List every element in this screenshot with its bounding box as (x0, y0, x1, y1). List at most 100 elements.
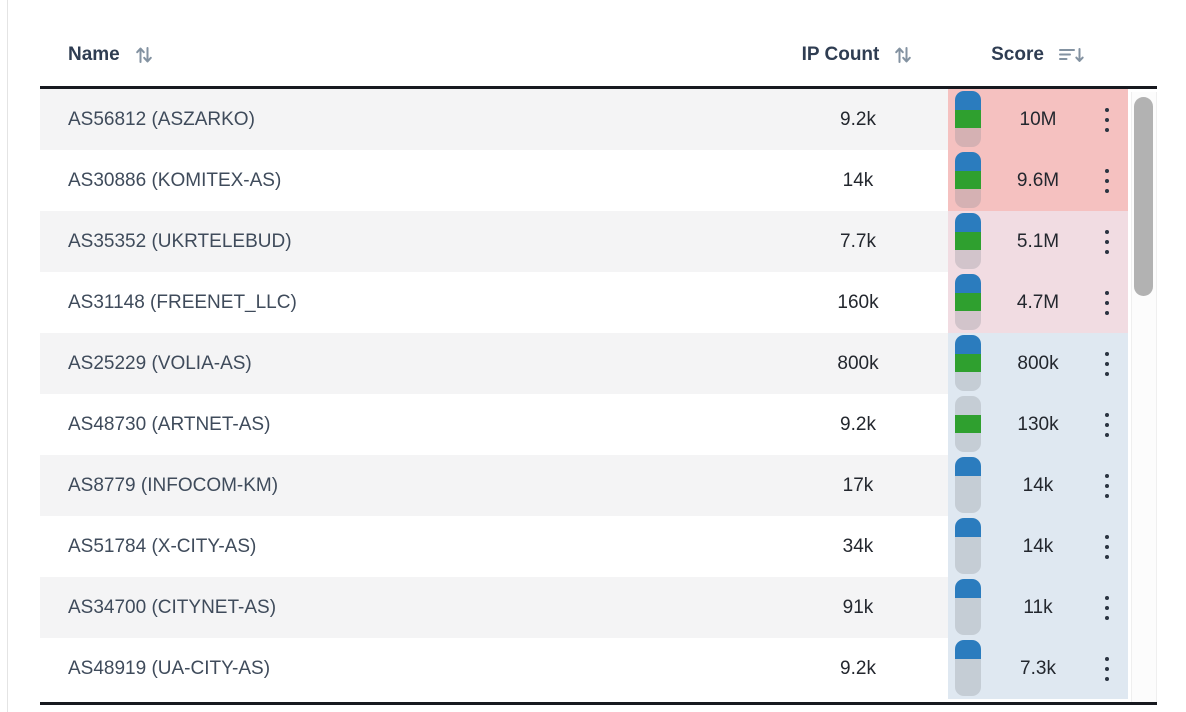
score-cell: 7.3k (948, 638, 1128, 699)
score-value: 14k (1022, 535, 1054, 557)
row-menu-button[interactable] (1096, 286, 1118, 320)
severity-indicator (955, 335, 981, 391)
panel-left-border (7, 0, 8, 712)
kebab-dot (1105, 483, 1109, 488)
indicator-segment-top (955, 518, 981, 537)
indicator-segment-bottom (955, 372, 981, 391)
row-menu-button[interactable] (1096, 408, 1118, 442)
indicator-segment-bottom (955, 433, 981, 452)
ip-count-value: 14k (842, 169, 874, 191)
ip-count-value: 17k (842, 474, 874, 496)
kebab-dot (1105, 554, 1109, 559)
as-name: AS25229 (VOLIA-AS) (68, 352, 252, 374)
table-row[interactable]: AS51784 (X-CITY-AS) 34k 14k (40, 516, 1128, 577)
kebab-dot (1105, 544, 1109, 549)
severity-indicator (955, 579, 981, 635)
table-row[interactable]: AS34700 (CITYNET-AS) 91k 11k (40, 577, 1128, 638)
as-name: AS34700 (CITYNET-AS) (68, 596, 277, 618)
kebab-dot (1105, 229, 1109, 234)
ip-count-value: 7.7k (840, 230, 876, 252)
severity-indicator (955, 91, 981, 147)
scrollbar-thumb[interactable] (1134, 97, 1153, 296)
as-table: Name IP Count Sco (40, 0, 1157, 712)
column-label-score: Score (991, 44, 1044, 65)
indicator-segment-middle (955, 353, 981, 373)
severity-indicator (955, 457, 981, 513)
row-menu-button[interactable] (1096, 652, 1118, 686)
table-row[interactable]: AS30886 (KOMITEX-AS) 14k 9.6M (40, 150, 1128, 211)
ip-count-value: 9.2k (840, 413, 876, 435)
row-menu-button[interactable] (1096, 530, 1118, 564)
vertical-scrollbar[interactable] (1131, 92, 1157, 702)
score-value: 800k (1017, 352, 1059, 374)
ip-count-value: 800k (837, 352, 879, 374)
severity-indicator (955, 640, 981, 696)
indicator-segment-middle (955, 414, 981, 434)
table-row[interactable]: AS31148 (FREENET_LLC) 160k 4.7M (40, 272, 1128, 333)
as-name: AS48919 (UA-CITY-AS) (68, 657, 271, 679)
indicator-segment-top (955, 579, 981, 598)
column-label-name: Name (68, 44, 120, 65)
as-name: AS56812 (ASZARKO) (68, 108, 255, 130)
score-cell: 10M (948, 89, 1128, 150)
ip-count-value: 9.2k (840, 657, 876, 679)
kebab-dot (1105, 432, 1109, 437)
kebab-dot (1105, 493, 1109, 498)
table-header: Name IP Count Sco (40, 0, 1157, 89)
ip-count-value: 91k (842, 596, 874, 618)
score-cell: 11k (948, 577, 1128, 638)
indicator-segment-bottom (955, 189, 981, 208)
indicator-segment-middle (955, 475, 981, 495)
column-header-name[interactable]: Name (40, 43, 788, 67)
indicator-segment-top (955, 396, 981, 415)
severity-indicator (955, 518, 981, 574)
kebab-dot (1105, 605, 1109, 610)
indicator-segment-top (955, 213, 981, 232)
kebab-dot (1105, 534, 1109, 539)
score-cell: 14k (948, 516, 1128, 577)
row-menu-button[interactable] (1096, 225, 1118, 259)
indicator-segment-top (955, 640, 981, 659)
indicator-segment-bottom (955, 494, 981, 513)
as-name: AS31148 (FREENET_LLC) (68, 291, 297, 313)
row-menu-button[interactable] (1096, 347, 1118, 381)
kebab-dot (1105, 676, 1109, 681)
cell-spacer (928, 333, 948, 394)
kebab-dot (1105, 656, 1109, 661)
cell-spacer (928, 394, 948, 455)
indicator-segment-middle (955, 292, 981, 312)
kebab-dot (1105, 127, 1109, 132)
indicator-segment-bottom (955, 311, 981, 330)
score-cell: 9.6M (948, 150, 1128, 211)
table-row[interactable]: AS48730 (ARTNET-AS) 9.2k 130k (40, 394, 1128, 455)
indicator-segment-top (955, 335, 981, 354)
as-name: AS35352 (UKRTELEBUD) (68, 230, 292, 252)
ip-count-value: 9.2k (840, 108, 876, 130)
cell-spacer (928, 638, 948, 699)
up-down-arrows-icon[interactable] (892, 43, 914, 67)
up-down-arrows-icon[interactable] (133, 43, 155, 67)
table-row[interactable]: AS48919 (UA-CITY-AS) 9.2k 7.3k (40, 638, 1128, 699)
table-row[interactable]: AS56812 (ASZARKO) 9.2k 10M (40, 89, 1128, 150)
table-row[interactable]: AS8779 (INFOCOM-KM) 17k 14k (40, 455, 1128, 516)
table-row[interactable]: AS25229 (VOLIA-AS) 800k 800k (40, 333, 1128, 394)
indicator-segment-middle (955, 109, 981, 129)
row-menu-button[interactable] (1096, 103, 1118, 137)
kebab-dot (1105, 371, 1109, 376)
score-value: 4.7M (1016, 291, 1060, 313)
score-value: 14k (1022, 474, 1054, 496)
column-header-score[interactable]: Score (948, 43, 1128, 67)
sort-descending-icon[interactable] (1057, 43, 1085, 67)
indicator-segment-bottom (955, 128, 981, 147)
row-menu-button[interactable] (1096, 469, 1118, 503)
row-menu-button[interactable] (1096, 591, 1118, 625)
column-header-ip-count[interactable]: IP Count (788, 43, 928, 67)
kebab-dot (1105, 249, 1109, 254)
ip-count-value: 34k (842, 535, 874, 557)
row-menu-button[interactable] (1096, 164, 1118, 198)
indicator-segment-top (955, 152, 981, 171)
score-value: 5.1M (1016, 230, 1060, 252)
as-name: AS8779 (INFOCOM-KM) (68, 474, 279, 496)
table-row[interactable]: AS35352 (UKRTELEBUD) 7.7k 5.1M (40, 211, 1128, 272)
kebab-dot (1105, 310, 1109, 315)
